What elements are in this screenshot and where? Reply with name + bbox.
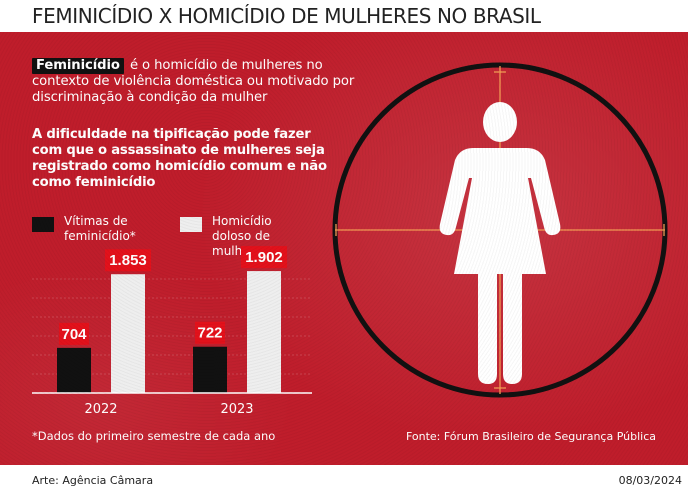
bar-2023-series-2 [247, 271, 281, 393]
definition-term: Feminicídio [32, 58, 124, 74]
lead-paragraph: A dificuldade na tipificação pode fazer … [32, 127, 327, 190]
value-label: 722 [197, 325, 222, 342]
legend-swatch-homicidio [180, 217, 202, 232]
bar-2022-series-2 [111, 274, 145, 393]
publish-date: 08/03/2024 [618, 474, 682, 487]
value-label-box [241, 246, 287, 269]
bar-2023-series-1 [193, 346, 227, 393]
value-label: 1.902 [245, 249, 283, 266]
footnote: *Dados do primeiro semestre de cada ano [32, 429, 276, 443]
source-note: Fonte: Fórum Brasileiro de Segurança Púb… [405, 430, 656, 443]
x-tick-label: 2023 [220, 402, 253, 417]
bar-2022-series-1 [57, 347, 91, 393]
legend-label-feminicidio: Vítimas de feminicídio* [64, 214, 136, 243]
value-label-box [105, 249, 151, 272]
page-title: FEMINICÍDIO X HOMICÍDIO DE MULHERES NO B… [32, 4, 541, 28]
bar-chart: 704 1.853 2022 722 1.902 2023 [32, 246, 312, 417]
infographic-panel: Feminicídio é o homicídio de mulheres no… [0, 32, 688, 465]
credit: Arte: Agência Câmara [32, 474, 154, 487]
value-label-box [195, 321, 225, 344]
x-tick-label: 2022 [84, 402, 117, 417]
value-label: 1.853 [109, 252, 147, 269]
definition-text: Feminicídio é o homicídio de mulheres no… [32, 58, 372, 106]
legend-swatch-feminicidio [32, 217, 54, 232]
scope-graphic [332, 62, 668, 398]
woman-icon [439, 102, 561, 384]
value-label: 704 [61, 326, 87, 343]
definition-body: é o homicídio de mulheres no contexto de… [32, 58, 355, 105]
legend-item-feminicidio: Vítimas de feminicídio* [32, 214, 172, 254]
value-label-box [59, 322, 89, 345]
